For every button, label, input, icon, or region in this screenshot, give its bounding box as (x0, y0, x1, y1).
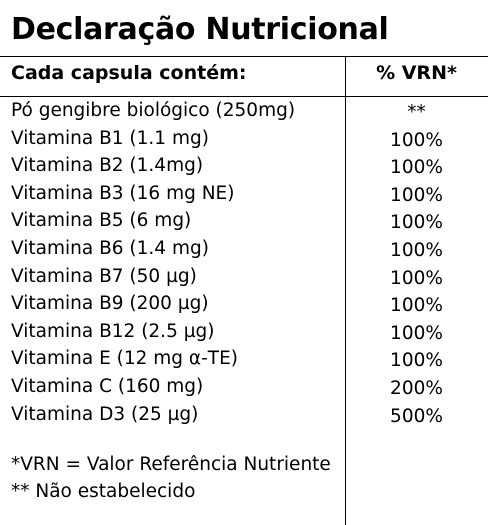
table-row: Vitamina B3 (16 mg NE) 100% (0, 181, 488, 209)
nutrient-vrn: 100% (390, 184, 443, 206)
nutrient-vrn: 100% (390, 157, 443, 179)
nutrient-name: Vitamina C (160 mg) (11, 375, 204, 397)
nutrient-vrn: 100% (390, 212, 443, 234)
nutrient-name: Vitamina B7 (50 µg) (11, 265, 197, 287)
footnote-vrn: *VRN = Valor Referência Nutriente (11, 454, 331, 475)
table-top-border (0, 56, 488, 57)
nutrient-vrn: 100% (390, 267, 443, 289)
nutrient-vrn: 200% (390, 377, 443, 399)
nutrient-vrn: 100% (390, 322, 443, 344)
nutrient-name: Vitamina B3 (16 mg NE) (11, 182, 235, 204)
table-row: Vitamina B6 (1.4 mg) 100% (0, 236, 488, 264)
table-row: Vitamina B12 (2.5 µg) 100% (0, 319, 488, 347)
nutrition-table: Cada capsula contém: % VRN* Pó gengibre … (0, 56, 488, 525)
nutrient-vrn: 100% (390, 239, 443, 261)
column-divider (345, 56, 346, 525)
table-row: Vitamina E (12 mg α-TE) 100% (0, 346, 488, 374)
table-row: Vitamina D3 (25 µg) 500% (0, 402, 488, 430)
table-row: Vitamina C (160 mg) 200% (0, 374, 488, 402)
nutrient-name: Vitamina B6 (1.4 mg) (11, 237, 209, 259)
nutrient-name: Vitamina E (12 mg α-TE) (11, 348, 239, 370)
table-rows: Pó gengibre biológico (250mg) ** Vitamina… (0, 98, 488, 429)
header-label: Cada capsula contém: (11, 62, 247, 84)
table-row: Vitamina B7 (50 µg) 100% (0, 264, 488, 292)
nutrient-name: Vitamina B1 (1.1 mg) (11, 127, 209, 149)
nutrient-name: Vitamina B9 (200 µg) (11, 293, 209, 315)
nutrient-vrn: ** (407, 102, 426, 123)
nutrient-vrn: 500% (390, 405, 443, 427)
table-row: Vitamina B9 (200 µg) 100% (0, 291, 488, 319)
header-vrn: % VRN* (376, 62, 457, 84)
nutrient-name: Vitamina B2 (1.4mg) (11, 155, 204, 177)
nutrient-vrn: 100% (390, 295, 443, 317)
nutrient-vrn: 100% (390, 350, 443, 372)
nutrient-vrn: 100% (390, 129, 443, 151)
header-divider (0, 96, 488, 97)
table-row: Vitamina B2 (1.4mg) 100% (0, 153, 488, 181)
footnotes: *VRN = Valor Referência Nutriente ** Não… (11, 454, 331, 508)
nutrient-name: Vitamina B5 (6 mg) (11, 210, 192, 232)
page-title: Declaração Nutricional (11, 12, 389, 47)
nutrient-name: Vitamina B12 (2.5 µg) (11, 320, 215, 342)
table-row: Vitamina B1 (1.1 mg) 100% (0, 126, 488, 154)
table-row: Pó gengibre biológico (250mg) ** (0, 98, 488, 126)
nutrient-name: Vitamina D3 (25 µg) (11, 403, 199, 425)
table-row: Vitamina B5 (6 mg) 100% (0, 208, 488, 236)
footnote-not-established: ** Não estabelecido (11, 481, 196, 502)
nutrient-name: Pó gengibre biológico (250mg) (11, 100, 296, 121)
